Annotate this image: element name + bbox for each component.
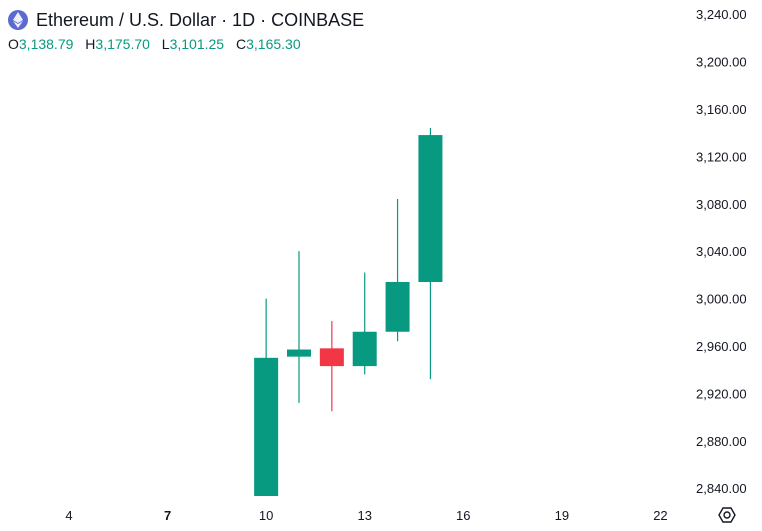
chart-legend: Ethereum / U.S. Dollar · 1D · COINBASE O… [8,8,364,52]
low-key: L [161,36,170,52]
price-tick-label: 3,160.00 [696,102,747,117]
candle-body [352,331,377,367]
time-tick-label: 16 [456,508,470,523]
gear-icon [718,507,736,523]
candle[interactable] [319,321,344,412]
candle-body [385,281,410,332]
symbol-title-row[interactable]: Ethereum / U.S. Dollar · 1D · COINBASE [8,8,364,32]
candle[interactable] [287,251,311,403]
price-axis[interactable]: 3,240.00 3,200.00 3,160.00 3,120.00 3,080.00… [696,7,747,496]
time-tick-label: 7 [164,508,171,523]
price-tick-label: 3,000.00 [696,292,747,307]
price-tick-label: 3,240.00 [696,7,747,22]
open-key: O [8,36,19,52]
close-key: C [235,36,247,52]
price-tick-label: 2,840.00 [696,481,747,496]
ohlc-values: O3,138.79 H3,175.70 L3,101.25 C3,165.30 [8,36,364,52]
chart-settings-button[interactable] [716,504,738,526]
symbol-title: Ethereum / U.S. Dollar · 1D · COINBASE [36,9,365,30]
candle-body [319,348,344,367]
price-tick-label: 3,080.00 [696,197,747,212]
price-tick-label: 2,920.00 [696,386,747,401]
candle[interactable] [254,298,279,496]
price-tick-label: 3,120.00 [696,149,747,164]
price-tick-label: 3,040.00 [696,244,747,259]
high-key: H [85,36,96,52]
candle-body [254,357,279,496]
candles-group [254,127,443,496]
time-tick-label: 10 [259,508,273,523]
time-tick-label: 22 [653,508,667,523]
candle[interactable] [352,272,377,375]
time-axis[interactable]: 4 7 10 13 16 19 22 [65,508,667,523]
high-value: 3,175.70 [95,36,150,52]
time-tick-label: 4 [65,508,72,523]
low-value: 3,101.25 [169,36,225,52]
candle-body [418,135,443,282]
price-tick-label: 2,960.00 [696,339,747,354]
ethereum-icon [8,10,28,30]
time-tick-label: 13 [357,508,371,523]
open-value: 3,138.79 [18,36,74,52]
time-tick-label: 19 [555,508,569,523]
price-tick-label: 2,880.00 [696,434,747,449]
price-tick-label: 3,200.00 [696,55,747,70]
candle[interactable] [385,199,410,342]
candle-body [287,349,311,357]
candle[interactable] [418,127,443,380]
close-value: 3,165.30 [246,36,301,52]
